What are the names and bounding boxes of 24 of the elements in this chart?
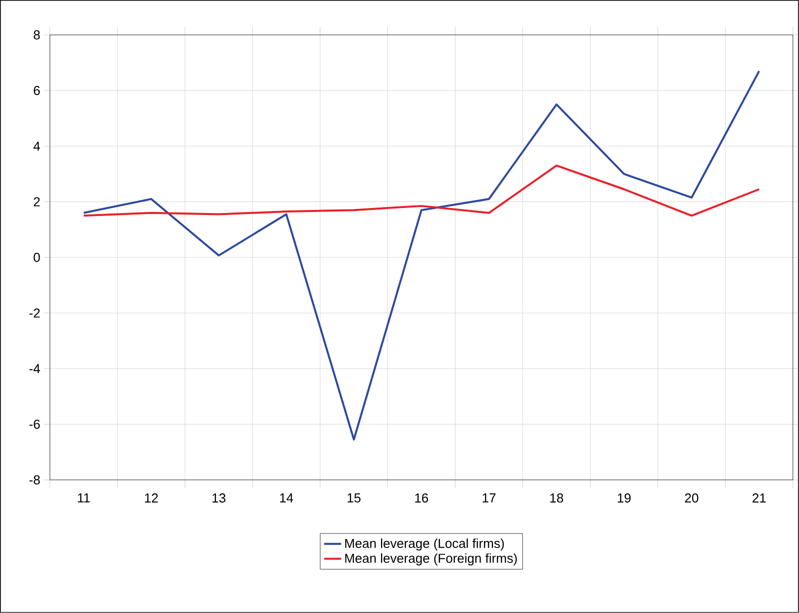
y-tick-label: -2 [29, 308, 40, 318]
x-tick-label: 20 [685, 494, 698, 503]
line-series [82, 164, 760, 217]
x-tick-label: 11 [78, 494, 90, 502]
y-tick-label: -8 [29, 475, 40, 485]
x-tick-label: 18 [550, 494, 564, 503]
legend-label: Mean leverage (Local firms) [345, 538, 504, 551]
x-tick-label: 12 [145, 494, 158, 503]
y-tick-label: 0 [34, 252, 40, 262]
x-tick-label: 13 [212, 494, 226, 503]
x-tick-label: 19 [618, 494, 631, 503]
x-tick-label: 15 [348, 494, 361, 503]
x-tick-label: 16 [415, 494, 428, 503]
x-tick-label: 14 [280, 494, 294, 502]
y-tick-label: 8 [34, 30, 40, 40]
y-tick-label: 2 [34, 197, 40, 206]
x-tick-label: 21 [752, 494, 766, 503]
y-tick-label: -6 [29, 420, 40, 429]
line-series [82, 70, 760, 441]
x-tick-label: 17 [482, 494, 496, 502]
y-tick-label: 4 [33, 142, 40, 151]
y-tick-label: -4 [29, 364, 40, 374]
legend-label: Mean leverage (Foreign firms) [345, 553, 517, 566]
y-tick-label: 6 [34, 86, 40, 96]
